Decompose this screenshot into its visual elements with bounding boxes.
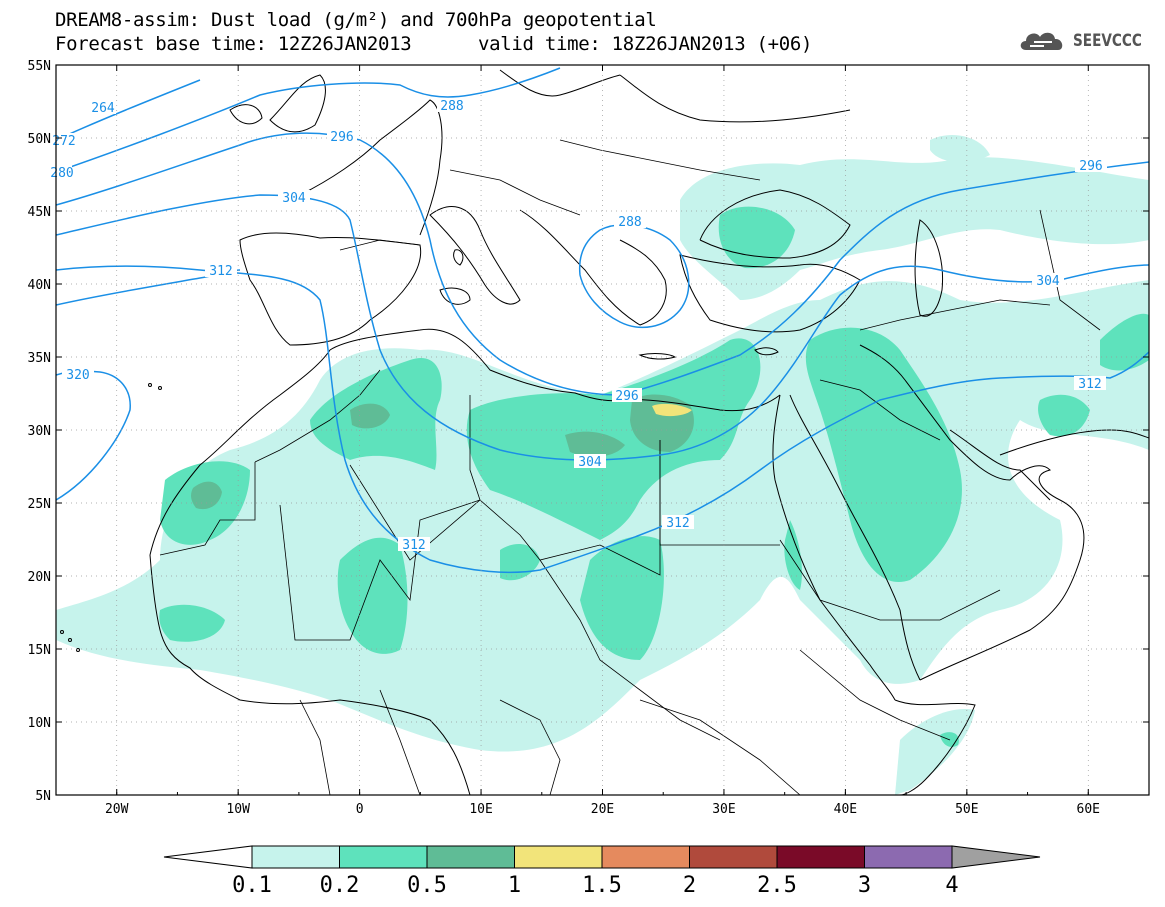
gridlines — [56, 65, 1149, 795]
longitude-labels: 20W 10W 0 10E 20E 30E 40E 50E 60E — [105, 802, 1100, 817]
colorbar: 0.1 0.2 0.5 1 1.5 2 2.5 3 4 — [163, 845, 1041, 898]
colorbar-arrow-low — [163, 845, 253, 869]
contour-label-group: 264 272 280 288 296 296 296 304 304 304 … — [50, 98, 1107, 553]
contour-label: 304 — [1036, 274, 1060, 289]
lon-label: 50E — [955, 802, 978, 817]
contour-label: 280 — [50, 166, 73, 181]
contour-label: 312 — [666, 516, 689, 531]
country-borders — [159, 139, 1101, 795]
cloud-icon — [1020, 32, 1063, 50]
axis-ticks — [55, 64, 1150, 796]
lat-label: 20N — [28, 570, 51, 585]
lon-label: 20W — [105, 802, 129, 817]
contour-label: 264 — [91, 101, 115, 116]
coastlines — [60, 69, 1149, 795]
forecast-base-time: Forecast base time: 12Z26JAN2013 — [55, 33, 412, 55]
contour-label: 296 — [1079, 159, 1102, 174]
colorbar-segment — [689, 845, 778, 869]
logo-text: SEEVCCC — [1073, 31, 1142, 51]
lon-label: 40E — [834, 802, 857, 817]
contour-label: 296 — [615, 389, 638, 404]
lon-label: 30E — [712, 802, 735, 817]
colorbar-segment — [251, 845, 340, 869]
colorbar-label: 1.5 — [582, 873, 622, 898]
colorbar-label: 4 — [945, 873, 958, 898]
valid-time: valid time: 18Z26JAN2013 (+06) — [478, 33, 813, 55]
contour-label: 288 — [440, 99, 463, 114]
seevccc-logo: SEEVCCC — [1018, 26, 1159, 56]
lat-label: 40N — [28, 278, 51, 293]
lon-label: 60E — [1077, 802, 1100, 817]
lon-label: 10E — [469, 802, 492, 817]
geopotential-contours — [56, 67, 1149, 574]
lat-label: 35N — [28, 351, 51, 366]
contour-label: 320 — [66, 368, 89, 383]
lat-label: 10N — [28, 716, 51, 731]
lat-label: 15N — [28, 643, 51, 658]
contour-label: 288 — [618, 215, 641, 230]
contour-label: 304 — [282, 191, 306, 206]
colorbar-segment — [514, 845, 603, 869]
colorbar-label: 2 — [683, 873, 696, 898]
contour-label: 312 — [402, 538, 425, 553]
lon-label: 10W — [226, 802, 250, 817]
lon-label: 20E — [591, 802, 614, 817]
colorbar-label: 2.5 — [757, 873, 797, 898]
lat-label: 50N — [28, 132, 51, 147]
map-title: DREAM8-assim: Dust load (g/m²) and 700hP… — [55, 9, 657, 31]
colorbar-segment — [426, 845, 515, 869]
contour-label: 296 — [330, 130, 353, 145]
lat-label: 45N — [28, 205, 51, 220]
colorbar-segment — [339, 845, 428, 869]
colorbar-label: 3 — [858, 873, 871, 898]
lon-label: 0 — [356, 802, 364, 817]
lat-label: 25N — [28, 497, 51, 512]
colorbar-label: 0.5 — [407, 873, 447, 898]
colorbar-arrow-high — [951, 845, 1041, 869]
colorbar-segment — [864, 845, 953, 869]
colorbar-label: 0.2 — [320, 873, 360, 898]
latitude-labels: 55N 50N 45N 40N 35N 30N 25N 20N 15N 10N 5N — [28, 59, 51, 804]
colorbar-segment — [601, 845, 690, 869]
lat-label: 55N — [28, 59, 51, 74]
contour-label: 312 — [1078, 377, 1101, 392]
lat-label: 30N — [28, 424, 51, 439]
colorbar-label: 0.1 — [232, 873, 272, 898]
contour-label: 304 — [578, 455, 602, 470]
colorbar-label: 1 — [508, 873, 521, 898]
lat-label: 5N — [35, 789, 51, 804]
contour-label: 312 — [209, 264, 232, 279]
dust-shading-1 — [652, 403, 692, 417]
colorbar-segment — [776, 845, 865, 869]
